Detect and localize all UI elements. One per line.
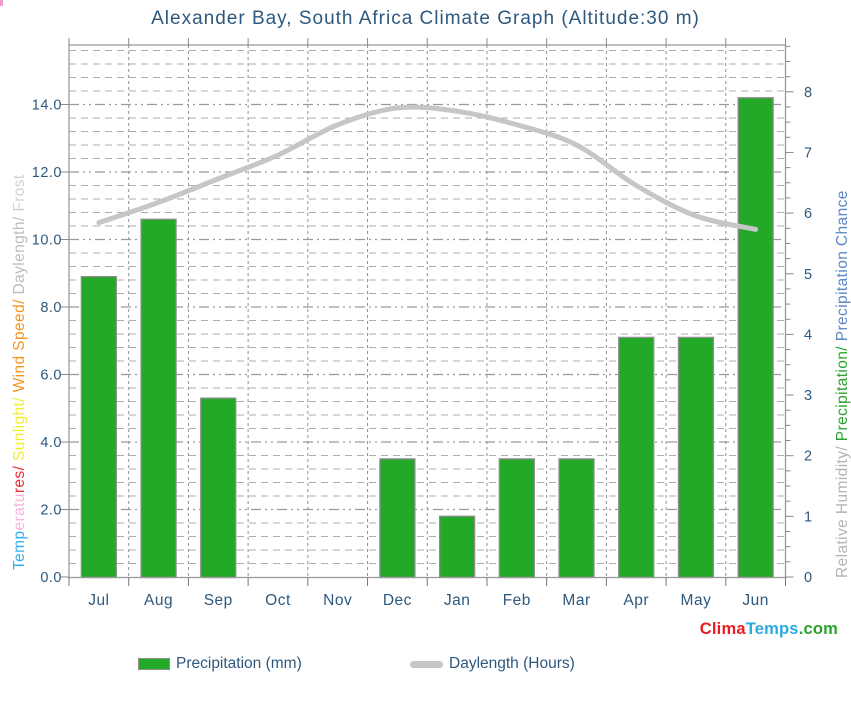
right-axis-tick-label: 5	[804, 267, 813, 283]
left-axis-tick-label: 2.0	[40, 503, 62, 519]
right-axis-tick-label: 2	[804, 449, 813, 465]
climate-chart: 0.0 2.0 4.0 6.0 8.0 10.0 12.0 14.0 0 1 2 3 4 5 6 7 8 Jul A…	[11, 38, 851, 609]
month-label: Apr	[623, 592, 649, 609]
left-axis-tick-label: 0.0	[40, 570, 62, 586]
month-label: May	[681, 592, 712, 609]
left-axis-title-segment: Temp	[11, 530, 28, 570]
precipitation-bar	[498, 458, 535, 579]
legend-item-precipitation: Precipitation (mm)	[138, 655, 302, 673]
left-axis-title-segment: Daylength/	[11, 212, 28, 295]
daylength-curve	[96, 104, 759, 232]
month-label: Aug	[144, 592, 173, 609]
left-axis-tick-label: 12.0	[32, 165, 62, 181]
legend-item-daylength: Daylength (Hours)	[410, 655, 575, 673]
precipitation-bar	[677, 336, 715, 579]
precipitation-bar	[140, 218, 177, 579]
right-axis-tick-label: 6	[804, 206, 813, 222]
logo-part-clima: Clima	[699, 620, 746, 638]
right-axis-tick-label: 3	[804, 388, 813, 404]
precipitation-swatch-icon	[138, 658, 170, 670]
month-label: Nov	[323, 592, 352, 609]
climatemps-logo: ClimaTemps.com	[690, 620, 838, 639]
left-axis-title-segment: Wind Speed/	[11, 294, 28, 392]
right-axis-title-segment: Precipitation Chance	[834, 190, 851, 341]
left-axis-tick-label: 8.0	[40, 300, 62, 316]
left-axis-tick-label: 4.0	[40, 435, 62, 451]
right-axis-title-segment: Precipitation/	[834, 341, 851, 441]
left-axis-tick-label: 14.0	[32, 98, 62, 114]
logo-part-temps: Temps	[745, 620, 799, 638]
right-axis-tick-label: 0	[804, 570, 813, 586]
logo-part-com: .com	[798, 620, 838, 638]
corner-artifact	[0, 0, 3, 6]
left-axis-tick-label: 6.0	[40, 368, 62, 384]
daylength-swatch-icon	[410, 660, 443, 668]
right-axis-title: Relative Humidity/ Precipitation/ Precip…	[834, 190, 851, 578]
precipitation-bar	[737, 97, 774, 579]
left-axis-tick-label: 10.0	[32, 233, 62, 249]
precipitation-bar	[558, 458, 595, 579]
month-label: Mar	[562, 592, 590, 609]
month-label: Jun	[742, 592, 769, 609]
left-axis-title-segment: Sunlight/	[11, 392, 28, 461]
right-axis-tick-label: 1	[804, 509, 813, 525]
right-axis-tick-label: 8	[804, 85, 813, 101]
left-axis-title-segment: eratu	[11, 493, 28, 530]
month-label: Dec	[383, 592, 412, 609]
left-axis-title: Temperatures/ Sunlight/ Wind Speed/ Dayl…	[11, 174, 28, 570]
left-axis-title-segment: Frost	[11, 174, 28, 212]
precipitation-bar	[379, 458, 416, 579]
chart-legend: Precipitation (mm) Daylength (Hours)	[0, 655, 851, 679]
right-axis-tick-label: 4	[804, 327, 813, 343]
precipitation-bar	[438, 515, 476, 579]
precipitation-bar	[80, 275, 118, 579]
legend-daylength-label: Daylength (Hours)	[449, 655, 575, 672]
month-label: Feb	[503, 592, 531, 609]
right-axis-tick-label: 7	[804, 145, 813, 161]
legend-precipitation-label: Precipitation (mm)	[176, 655, 302, 672]
precipitation-bar	[200, 397, 237, 579]
precipitation-bar	[618, 336, 655, 579]
right-axis-title-segment: Relative Humidity/	[834, 441, 851, 578]
chart-title: Alexander Bay, South Africa Climate Grap…	[151, 8, 700, 29]
month-label: Oct	[265, 592, 291, 609]
month-label: Jul	[88, 592, 109, 609]
month-label: Jan	[444, 592, 471, 609]
left-axis-title-segment: res/	[11, 461, 28, 493]
month-label: Sep	[204, 592, 233, 609]
